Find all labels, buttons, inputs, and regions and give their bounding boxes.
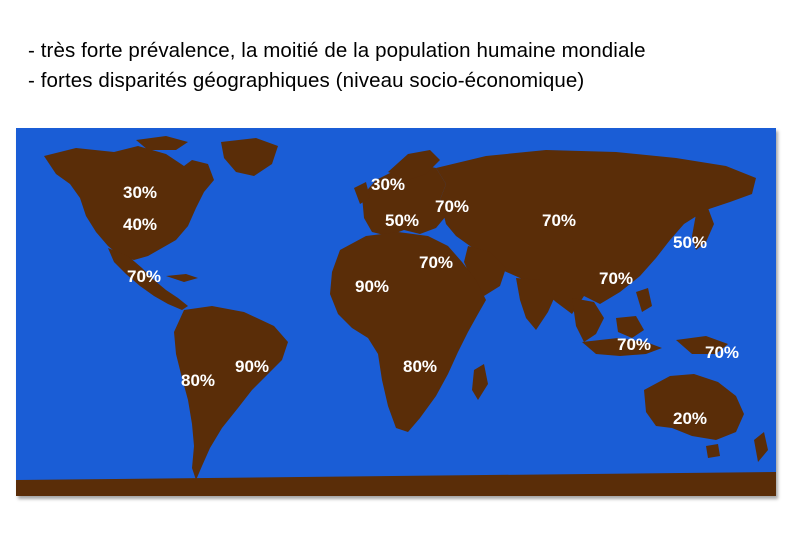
indian-subcontinent — [516, 278, 556, 330]
label-southeast-asia: 70% — [617, 335, 651, 354]
british-isles — [354, 182, 370, 204]
madagascar — [472, 364, 488, 400]
caribbean — [166, 274, 198, 282]
label-northern-europe: 30% — [371, 175, 405, 194]
label-north-africa: 70% — [419, 253, 453, 272]
europe — [362, 164, 446, 236]
label-papua: 70% — [705, 343, 739, 362]
philippines — [636, 288, 652, 312]
label-brazil: 90% — [235, 357, 269, 376]
label-australia: 20% — [673, 409, 707, 428]
australia — [644, 374, 744, 440]
label-japan: 50% — [673, 233, 707, 252]
africa — [330, 232, 486, 432]
label-africa: 90% — [355, 277, 389, 296]
label-usa: 40% — [123, 215, 157, 234]
arctic-islands — [136, 136, 188, 150]
indonesia — [582, 338, 662, 356]
arabian-peninsula — [464, 246, 506, 296]
bullet-prevalence: - très forte prévalence, la moitié de la… — [28, 39, 646, 62]
south-america — [174, 306, 288, 480]
label-south-asia: 70% — [599, 269, 633, 288]
japan — [692, 208, 714, 250]
label-southern-africa: 80% — [403, 357, 437, 376]
asia — [436, 150, 756, 314]
label-southern-europe: 50% — [385, 211, 419, 230]
greenland — [221, 138, 278, 176]
label-central-america: 70% — [127, 267, 161, 286]
bullet-geographic-disparities: - fortes disparités géographiques (nivea… — [28, 69, 585, 92]
bullet-list: - très forte prévalence, la moitié de la… — [28, 36, 808, 96]
scandinavia — [388, 150, 440, 180]
borneo — [616, 316, 644, 338]
tasmania — [706, 444, 720, 458]
papua — [676, 336, 728, 354]
southeast-asia-mainland — [572, 298, 604, 342]
new-zealand — [754, 432, 768, 462]
world-map-svg: 30% 40% 70% 90% 80% 30% 50% 70% 70% 70% … — [16, 128, 776, 496]
label-eastern-europe: 70% — [435, 197, 469, 216]
antarctica-edge — [16, 472, 776, 496]
label-south-america: 80% — [181, 371, 215, 390]
north-america — [44, 146, 214, 260]
central-america — [108, 248, 188, 310]
label-russia: 70% — [542, 211, 576, 230]
world-map: 30% 40% 70% 90% 80% 30% 50% 70% 70% 70% … — [16, 128, 776, 496]
label-canada: 30% — [123, 183, 157, 202]
